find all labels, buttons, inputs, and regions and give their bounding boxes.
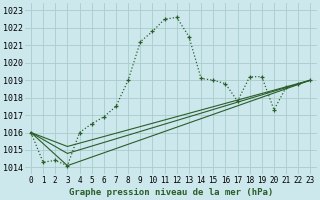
X-axis label: Graphe pression niveau de la mer (hPa): Graphe pression niveau de la mer (hPa) <box>68 188 273 197</box>
